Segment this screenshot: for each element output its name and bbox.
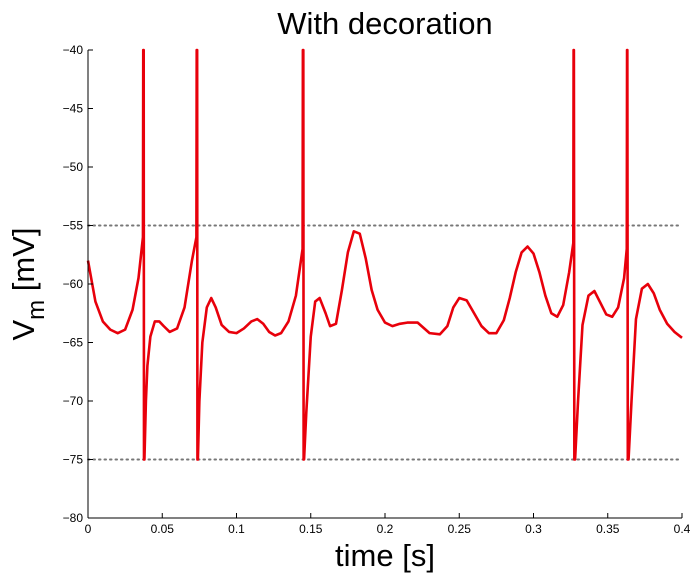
series-line-0 (86, 48, 683, 461)
y-tick-label-1: −75 (63, 453, 84, 467)
chart-title: With decoration (277, 6, 492, 41)
y-axis-label-main: V (6, 320, 41, 341)
x-axis-label: time [s] (335, 538, 435, 573)
y-tick-label-6: −50 (63, 160, 84, 174)
y-axis-label-unit: [mV] (6, 227, 41, 299)
y-tick-label-0: −80 (63, 511, 84, 525)
x-tick-label-0: 0 (85, 522, 92, 536)
x-tick-label-3: 0.15 (299, 522, 323, 536)
y-axis-label: Vm [mV] (6, 227, 50, 340)
x-tick-label-1: 0.05 (151, 522, 175, 536)
y-axis-label-sub: m (23, 300, 50, 320)
plot-area: 0 0.05 0.1 0.15 0.2 0.25 0.3 0.35 0.4 −80 −75 −70 −6… (63, 43, 691, 536)
y-tick-label-4: −60 (63, 277, 84, 291)
x-tick-label-8: 0.4 (674, 522, 691, 536)
y-tick-label-7: −45 (63, 102, 84, 116)
y-tick-label-3: −65 (63, 336, 84, 350)
y-tick-label-2: −70 (63, 394, 84, 408)
x-tick-label-6: 0.3 (525, 522, 542, 536)
x-tick-label-7: 0.35 (596, 522, 620, 536)
y-tick-label-8: −40 (63, 43, 84, 57)
x-tick-label-2: 0.1 (228, 522, 245, 536)
x-tick-label-5: 0.25 (448, 522, 472, 536)
x-tick-label-4: 0.2 (377, 522, 394, 536)
y-tick-label-5: −55 (63, 219, 84, 233)
